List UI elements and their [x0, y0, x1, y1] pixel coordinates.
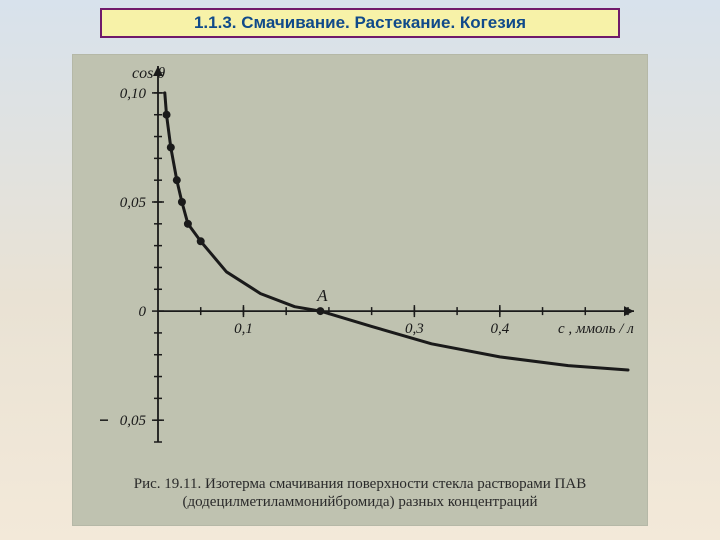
svg-text:0,10: 0,10 [120, 86, 147, 102]
caption-text: Изотерма смачивания поверхности стекла р… [182, 476, 586, 511]
svg-text:0,1: 0,1 [234, 321, 253, 337]
figure-caption: Рис. 19.11. Изотерма смачивания поверхно… [96, 475, 624, 513]
svg-text:0,05: 0,05 [120, 195, 147, 211]
figure-panel: 0,1 0,3 0,4 0 0,05 0,10 0,05 cos θ с , ммоль / л… [72, 54, 648, 526]
section-title: 1.1.3. Смачивание. Растекание. Когезия [100, 8, 620, 38]
svg-text:A: A [316, 286, 328, 305]
wetting-isotherm-chart: 0,1 0,3 0,4 0 0,05 0,10 0,05 cos θ с , ммоль / л… [72, 54, 648, 454]
svg-text:0,05: 0,05 [120, 413, 147, 429]
svg-text:cos θ: cos θ [132, 65, 165, 82]
svg-text:0: 0 [139, 304, 147, 320]
svg-text:с , ммоль / л: с , ммоль / л [558, 321, 634, 337]
svg-text:0,3: 0,3 [405, 321, 424, 337]
svg-text:0,4: 0,4 [490, 321, 509, 337]
caption-prefix: Рис. 19.11. [134, 476, 201, 492]
